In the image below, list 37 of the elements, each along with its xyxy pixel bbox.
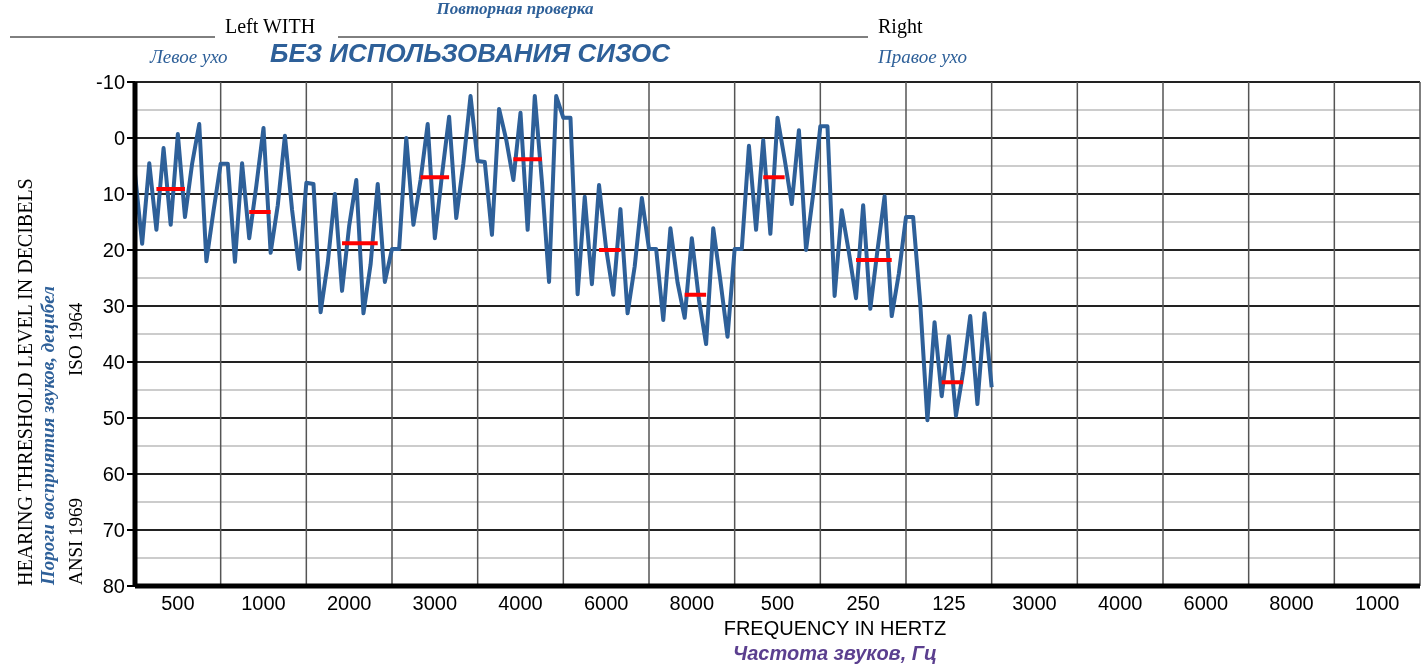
x-tick-label: 8000 (1269, 592, 1314, 614)
x-tick-label: 500 (161, 592, 195, 614)
y-tick-label: 10 (102, 183, 125, 205)
text: Частота звуков, Гц (733, 642, 937, 664)
text: Повторная проверка (435, 0, 594, 18)
x-tick-label: 4000 (498, 592, 543, 614)
x-tick-label: 6000 (1183, 592, 1229, 614)
y-tick-label: 0 (113, 127, 125, 149)
text: Левое ухо (149, 46, 228, 67)
text: Правое ухо (877, 46, 968, 67)
x-tick-label: 3000 (412, 592, 458, 614)
text: ISO 1964 (65, 302, 86, 376)
y-tick-label: 40 (102, 351, 125, 373)
x-tick-label: 250 (846, 592, 880, 614)
x-tick-label: 6000 (583, 592, 629, 614)
text: Left WITH (225, 15, 316, 37)
x-tick-label: 500 (760, 592, 795, 614)
x-tick-label: 4000 (1097, 592, 1143, 614)
x-tick-label: 1000 (241, 592, 286, 614)
x-tick-label: 8000 (669, 592, 715, 614)
text: Пороги восприятия звуков, децибел (37, 285, 58, 586)
x-tick-label: 125 (932, 592, 966, 614)
y-tick-label: 80 (102, 575, 125, 597)
text: ANSI 1969 (65, 497, 86, 585)
y-tick-label: 60 (102, 463, 125, 485)
y-axis-title: HEARING THRESHOLD LEVEL IN DECIBELS (14, 178, 36, 586)
x-tick-label: 1000 (1354, 592, 1400, 614)
x-axis-title: FREQUENCY IN HERTZ (723, 617, 947, 639)
text: Right (878, 15, 923, 38)
x-tick-label: 3000 (1012, 592, 1057, 614)
y-tick-label: -10 (96, 71, 125, 93)
x-tick-label: 2000 (326, 592, 372, 614)
y-tick-label: 20 (102, 239, 125, 261)
chart-title: БЕЗ ИСПОЛЬЗОВАНИЯ СИЗОС (269, 38, 672, 68)
y-tick-label: 70 (102, 519, 125, 541)
y-tick-label: 50 (102, 407, 125, 429)
y-tick-label: 30 (102, 295, 125, 317)
